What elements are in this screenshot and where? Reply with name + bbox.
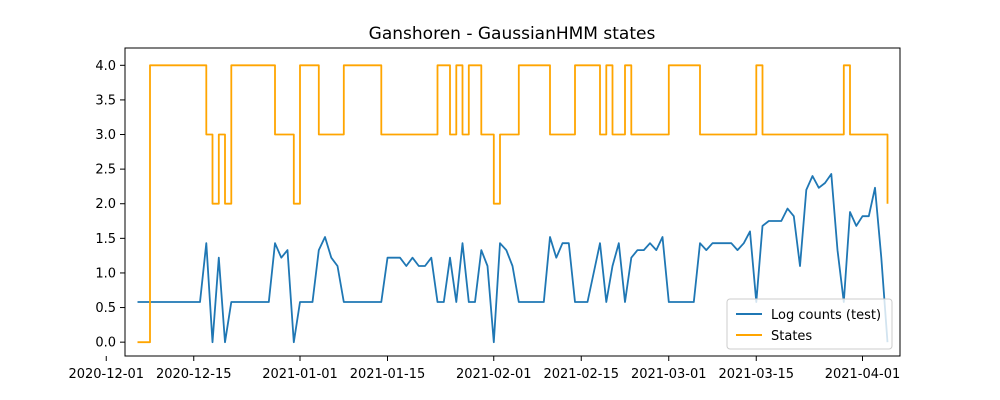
x-tick-label: 2020-12-01: [68, 367, 144, 382]
y-tick-label: 0.5: [95, 301, 116, 316]
y-tick-label: 4.0: [95, 59, 116, 74]
legend-label-log-counts: Log counts (test): [771, 308, 881, 323]
series-line-log-counts: [137, 173, 889, 344]
plot-lines: [137, 64, 889, 344]
y-axis: 0.0 0.5 1.0 1.5 2.0 2.5 3.0 3.5 4.0: [95, 59, 125, 351]
x-tick-label: 2021-03-15: [718, 367, 794, 382]
y-tick-label: 3.5: [95, 93, 116, 108]
legend-label-states: States: [771, 329, 812, 344]
x-tick-label: 2021-02-01: [456, 367, 532, 382]
chart-title: Ganshoren - GaussianHMM states: [369, 24, 656, 44]
x-tick-label: 2021-03-01: [631, 367, 707, 382]
x-tick-label: 2021-01-01: [262, 367, 338, 382]
y-tick-label: 3.0: [95, 128, 116, 143]
y-tick-label: 0.0: [95, 336, 116, 351]
plot-frame: [124, 47, 901, 357]
series-line-states: [137, 64, 889, 344]
x-axis: 2020-12-01 2020-12-15 2021-01-01 2021-01-15…: [68, 356, 900, 382]
x-tick-label: 2020-12-15: [156, 367, 232, 382]
y-tick-label: 1.5: [95, 232, 116, 247]
legend-box: [726, 298, 893, 350]
x-tick-label: 2021-04-01: [825, 367, 901, 382]
x-tick-label: 2021-01-15: [350, 367, 426, 382]
y-tick-label: 2.0: [95, 197, 116, 212]
x-tick-label: 2021-02-15: [543, 367, 619, 382]
legend: Log counts (test) States: [726, 298, 893, 350]
y-tick-label: 2.5: [95, 163, 116, 178]
y-tick-label: 1.0: [95, 266, 116, 281]
